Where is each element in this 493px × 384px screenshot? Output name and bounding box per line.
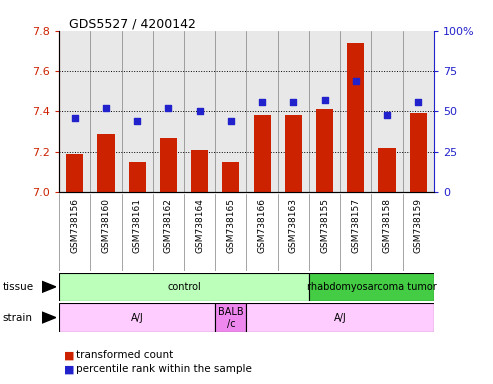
Bar [316, 109, 333, 192]
Text: percentile rank within the sample: percentile rank within the sample [76, 364, 252, 374]
Point [133, 118, 141, 124]
Text: ■: ■ [64, 364, 74, 374]
Text: GSM738158: GSM738158 [383, 198, 391, 253]
Bar [129, 162, 146, 192]
Text: GSM738166: GSM738166 [258, 198, 267, 253]
Text: GSM738160: GSM738160 [102, 198, 110, 253]
Bar [253, 116, 271, 192]
Bar [379, 148, 395, 192]
Text: tissue: tissue [2, 282, 34, 292]
Bar [191, 150, 208, 192]
Bar [347, 43, 364, 192]
Text: BALB
/c: BALB /c [218, 307, 244, 329]
Point [71, 115, 79, 121]
Bar [285, 116, 302, 192]
Point [352, 78, 360, 84]
Polygon shape [42, 312, 56, 323]
Text: GSM738155: GSM738155 [320, 198, 329, 253]
Point [196, 108, 204, 114]
Text: transformed count: transformed count [76, 350, 174, 360]
Bar [410, 113, 427, 192]
Bar [222, 162, 240, 192]
Point [258, 99, 266, 105]
Polygon shape [42, 281, 56, 292]
Point [165, 105, 173, 111]
Text: A/J: A/J [334, 313, 347, 323]
Bar [98, 134, 114, 192]
Text: GSM738156: GSM738156 [70, 198, 79, 253]
Text: GSM738163: GSM738163 [289, 198, 298, 253]
Text: ■: ■ [64, 350, 74, 360]
Text: GSM738165: GSM738165 [226, 198, 235, 253]
Point [227, 118, 235, 124]
Text: GSM738161: GSM738161 [133, 198, 141, 253]
Point [289, 99, 297, 105]
Point [102, 105, 110, 111]
Bar [59, 273, 309, 301]
Text: strain: strain [2, 313, 33, 323]
Bar [59, 303, 215, 332]
Bar [215, 303, 246, 332]
Text: GSM738157: GSM738157 [352, 198, 360, 253]
Bar [246, 303, 434, 332]
Bar [309, 273, 434, 301]
Text: A/J: A/J [131, 313, 143, 323]
Point [414, 99, 422, 105]
Text: GSM738164: GSM738164 [195, 198, 204, 253]
Point [383, 111, 391, 118]
Text: control: control [167, 282, 201, 292]
Text: GSM738162: GSM738162 [164, 198, 173, 253]
Bar [66, 154, 83, 192]
Point [320, 97, 328, 103]
Text: GSM738159: GSM738159 [414, 198, 423, 253]
Text: GDS5527 / 4200142: GDS5527 / 4200142 [69, 17, 196, 30]
Bar [160, 137, 177, 192]
Text: rhabdomyosarcoma tumor: rhabdomyosarcoma tumor [307, 282, 436, 292]
